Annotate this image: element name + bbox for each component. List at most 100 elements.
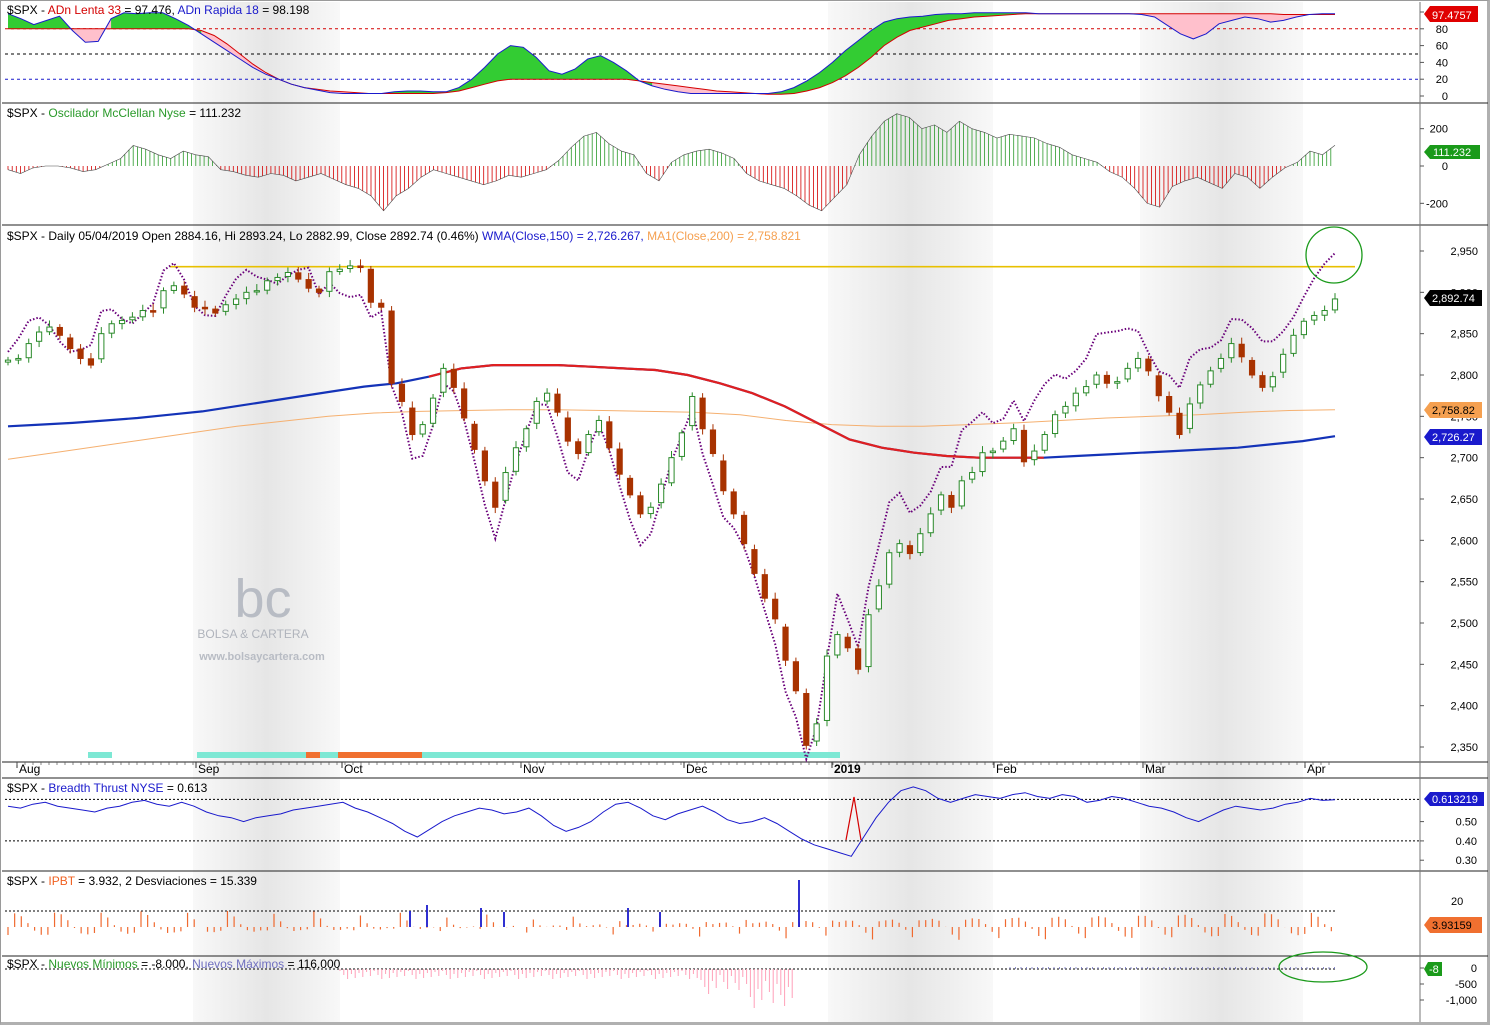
- mcclellan-bars: [7, 113, 1332, 211]
- candle-body: [989, 450, 996, 454]
- breadth-panel: $SPX - Breadth Thrust NYSE = 0.613 0.500…: [5, 781, 1484, 867]
- candle-body: [813, 723, 820, 742]
- mcclellan-tick-label: 200: [1430, 124, 1448, 136]
- newlows-last-badge: -8: [1424, 962, 1442, 976]
- month-label: Apr: [1307, 762, 1326, 776]
- adn-header: $SPX - ADn Lenta 33 = 97.476, ADn Rapida…: [7, 3, 310, 17]
- candle-body: [264, 280, 271, 291]
- candle-body: [979, 452, 986, 473]
- candle-body: [709, 429, 717, 455]
- month-shading: [193, 2, 1303, 1022]
- candle-body: [305, 279, 312, 289]
- candle-body: [481, 450, 488, 482]
- shade-band: [1140, 2, 1222, 1022]
- candle-body: [1321, 310, 1328, 316]
- candle-body: [772, 598, 779, 620]
- candle-body: [1114, 381, 1121, 384]
- candle-body: [398, 383, 406, 402]
- candle-body: [1228, 343, 1235, 359]
- signal-strip-segment: [338, 752, 422, 758]
- candle-body: [1010, 428, 1017, 442]
- signal-strip-segment: [320, 752, 338, 758]
- candle-body: [1217, 357, 1225, 369]
- breadth-tick-label: 0.30: [1456, 855, 1477, 867]
- candle-body: [917, 533, 924, 554]
- ma200-line: [7, 409, 1336, 460]
- month-label: Sep: [198, 762, 220, 776]
- candle-body: [1300, 320, 1307, 336]
- ipbt-tick: 20: [1451, 896, 1463, 908]
- candle-body: [1083, 386, 1090, 394]
- newlows-panel: $SPX - Nuevos Mínimos = -8.000, Nuevos M…: [5, 951, 1477, 1008]
- candle-body: [222, 304, 229, 312]
- candle-body: [1020, 429, 1028, 463]
- candle-body: [243, 291, 250, 300]
- signal-strip-segment: [88, 752, 112, 758]
- price-tick-label: 2,700: [1450, 453, 1478, 465]
- candle-body: [1134, 357, 1142, 369]
- candle-body: [367, 268, 374, 303]
- candle-body: [87, 358, 95, 366]
- candle-body: [357, 265, 364, 269]
- candle-body: [160, 290, 167, 309]
- month-label: Dec: [686, 762, 707, 776]
- candle-body: [315, 288, 323, 293]
- candle-body: [585, 434, 592, 454]
- candle-body: [336, 268, 343, 273]
- candle-body: [658, 483, 665, 504]
- candle-body: [191, 296, 198, 308]
- adn-threshold-lines: [5, 28, 1420, 80]
- adn-tick-label: 20: [1436, 74, 1448, 86]
- candle-body: [295, 272, 302, 280]
- candle-body: [969, 472, 976, 480]
- candle-body: [958, 480, 965, 507]
- candle-body: [844, 636, 851, 649]
- candle-body: [523, 428, 530, 448]
- ipbt-panel: $SPX - IPBT = 3.932, 2 Desviaciones = 15…: [5, 874, 1482, 940]
- candle-body: [419, 424, 426, 435]
- adn-fill-bearish: [72, 13, 1310, 94]
- candle-body: [823, 655, 831, 721]
- adn-panel: $SPX - ADn Lenta 33 = 97.476, ADn Rapida…: [5, 3, 1478, 103]
- candle-body: [626, 477, 634, 496]
- candle-body: [720, 460, 727, 492]
- new-highs-highlight: [1278, 951, 1368, 983]
- svg-text:2,892.74: 2,892.74: [1432, 293, 1475, 305]
- mcclellan-header: $SPX - Oscilador McClellan Nyse = 111.23…: [7, 106, 241, 120]
- candle-body: [1238, 343, 1245, 358]
- candle-body: [927, 513, 934, 534]
- new-lows-bars: [339, 967, 1335, 1008]
- month-label: Oct: [344, 762, 363, 776]
- candle-body: [699, 397, 706, 430]
- price-tick-label: 2,800: [1450, 370, 1478, 382]
- candle-body: [253, 290, 260, 293]
- candle-body: [1331, 298, 1339, 311]
- price-tick-label: 2,850: [1450, 329, 1478, 341]
- candle-body: [937, 494, 945, 511]
- candle-body: [906, 545, 914, 555]
- signal-strip-segment: [197, 752, 306, 758]
- newlows-y-ticks: 0 -500 -1,000: [1420, 963, 1477, 1007]
- shade-band: [266, 2, 340, 1022]
- breadth-last-badge: 0.613219: [1424, 792, 1484, 806]
- price-header: $SPX - Daily 05/04/2019 Open 2884.16, Hi…: [7, 229, 801, 243]
- candle-body: [15, 357, 22, 361]
- candle-body: [1166, 395, 1173, 413]
- adn-tick-label: 40: [1436, 57, 1448, 69]
- price-tick-label: 2,350: [1450, 742, 1478, 754]
- candle-body: [689, 395, 696, 427]
- candle-body: [232, 298, 240, 305]
- price-y-ticks: 2,9502,9002,8502,8002,7502,7002,6502,600…: [1420, 246, 1478, 754]
- adn-tick-label: 60: [1436, 41, 1448, 53]
- candle-body: [855, 648, 862, 670]
- shade-band: [828, 2, 911, 1022]
- ma200-badge: 2,758.82: [1424, 402, 1482, 418]
- candle-body: [554, 393, 561, 413]
- candle-body: [492, 481, 499, 508]
- candle-body: [1197, 384, 1204, 404]
- candle-body: [1207, 370, 1214, 385]
- ipbt-bars: [7, 880, 1332, 940]
- candle-body: [1103, 374, 1111, 384]
- watermark-logo: bc: [234, 569, 291, 629]
- newlows-tick-label: -500: [1455, 979, 1477, 991]
